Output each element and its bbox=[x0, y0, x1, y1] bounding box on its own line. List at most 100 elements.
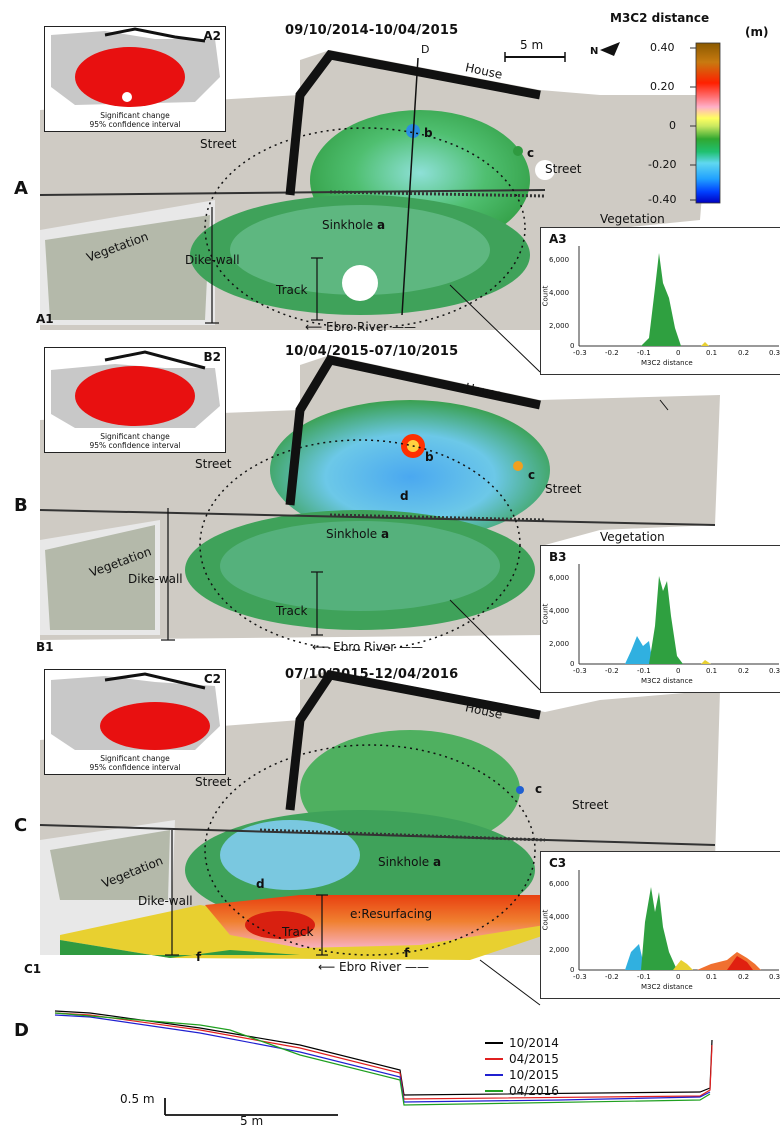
label-sinkhole: Sinkhole a bbox=[322, 218, 386, 232]
hist-ytick: 6,000 bbox=[549, 880, 570, 888]
label-ebro-river: ⟵ Ebro River —— bbox=[305, 320, 416, 334]
hist-xtick: 0.1 bbox=[706, 973, 718, 981]
colorbar-tick: -0.20 bbox=[648, 158, 677, 171]
legend-item: 10/2014 bbox=[485, 1036, 559, 1050]
label-d: d bbox=[256, 877, 265, 891]
label-c: c bbox=[527, 146, 535, 160]
label-f: f bbox=[404, 946, 410, 960]
hist-xlabel: M3C2 distance bbox=[641, 983, 693, 991]
hist-xtick: -0.2 bbox=[605, 667, 619, 675]
label-street: Street bbox=[572, 798, 609, 812]
label-track: Track bbox=[282, 925, 314, 939]
hist-ytick: 6,000 bbox=[549, 256, 570, 264]
profile-scale-vertical: 0.5 m bbox=[120, 1092, 155, 1106]
hist-ytick: 0 bbox=[570, 342, 575, 350]
north-arrow-icon bbox=[600, 42, 620, 56]
label-vegetation: Vegetation bbox=[600, 212, 665, 226]
histogram-c3: C3 6,000 4,000 2,000 0 Count -0.3 -0.2 -… bbox=[540, 851, 780, 999]
hist-ytick: 0 bbox=[570, 966, 575, 974]
panel-sub-c1: C1 bbox=[24, 962, 42, 976]
label-d: d bbox=[400, 489, 409, 503]
hist-ylabel: Count bbox=[541, 909, 550, 931]
label-resurfacing: e:Resurfacing bbox=[350, 907, 433, 921]
label-vegetation: Vegetation bbox=[600, 530, 665, 544]
label-sinkhole: Sinkhole a bbox=[378, 855, 442, 869]
label-b: b bbox=[425, 450, 434, 464]
colorbar-tick: 0 bbox=[669, 119, 676, 132]
label-sinkhole: Sinkhole a bbox=[326, 527, 390, 541]
label-c: c bbox=[528, 468, 536, 482]
hist-ytick: 2,000 bbox=[549, 322, 570, 330]
north-label: N bbox=[590, 46, 599, 57]
inset-caption: Significant change 95% confidence interva… bbox=[89, 754, 181, 772]
inset-a2: A2 Significant change 95% confidence inte… bbox=[44, 26, 226, 132]
hist-ytick: 4,000 bbox=[549, 913, 570, 921]
hist-xtick: -0.1 bbox=[637, 667, 651, 675]
legend-item: 04/2016 bbox=[485, 1084, 559, 1098]
profile-scale-horizontal: 5 m bbox=[240, 1114, 264, 1128]
inset-c2: C2 Significant change 95% confidence inte… bbox=[44, 669, 226, 775]
hist-tag: A3 bbox=[549, 232, 567, 246]
hist-xtick: 0 bbox=[676, 973, 681, 981]
hist-xtick: 0.1 bbox=[706, 349, 718, 357]
profile-d bbox=[54, 1010, 713, 1106]
label-ebro-river: ⟵ Ebro River —— bbox=[318, 960, 429, 974]
label-street: Street bbox=[545, 162, 582, 176]
colorbar-title: M3C2 distance bbox=[610, 11, 710, 25]
label-b: b bbox=[424, 126, 433, 140]
title-a: 09/10/2014-10/04/2015 bbox=[285, 23, 459, 38]
hist-xtick: 0.3 bbox=[769, 973, 780, 981]
panel-letter-a: A bbox=[14, 178, 28, 199]
hist-tag: B3 bbox=[549, 550, 567, 564]
hist-xtick: 0.2 bbox=[738, 973, 750, 981]
legend-item: 10/2015 bbox=[485, 1068, 559, 1082]
hist-ytick: 2,000 bbox=[549, 640, 570, 648]
hist-xtick: -0.3 bbox=[573, 349, 587, 357]
label-dikewall: Dike-wall bbox=[128, 572, 183, 586]
hist-xtick: -0.3 bbox=[573, 667, 587, 675]
title-c: 07/10/2015-12/04/2016 bbox=[285, 667, 459, 682]
inset-b2: B2 Significant change 95% confidence inte… bbox=[44, 347, 226, 453]
inset-caption: Significant change 95% confidence interva… bbox=[89, 111, 181, 129]
inset-tag: C2 bbox=[203, 672, 221, 686]
hist-xlabel: M3C2 distance bbox=[641, 359, 693, 367]
panel-letter-d: D bbox=[14, 1020, 29, 1041]
label-dikewall: Dike-wall bbox=[138, 894, 193, 908]
colorbar-tick: -0.40 bbox=[648, 193, 677, 206]
hist-xtick: -0.2 bbox=[605, 349, 619, 357]
label-dikewall: Dike-wall bbox=[185, 253, 240, 267]
colorbar-tick: 0.40 bbox=[650, 41, 675, 54]
hist-xtick: 0 bbox=[676, 349, 681, 357]
label-street: Street bbox=[195, 457, 232, 471]
panel-sub-a1: A1 bbox=[36, 312, 54, 326]
hist-ylabel: Count bbox=[541, 285, 550, 307]
label-track: Track bbox=[276, 283, 308, 297]
histogram-b3: B3 6,000 4,000 2,000 0 Count -0.3 -0.2 -… bbox=[540, 545, 780, 693]
hist-xtick: 0.1 bbox=[706, 667, 718, 675]
panel-sub-b1: B1 bbox=[36, 640, 54, 654]
hist-xtick: 0.2 bbox=[738, 349, 750, 357]
hist-xtick: -0.3 bbox=[573, 973, 587, 981]
inset-tag: B2 bbox=[203, 350, 222, 364]
hist-xtick: 0.2 bbox=[738, 667, 750, 675]
label-ebro-river: ⟵ Ebro River —— bbox=[312, 640, 423, 654]
hist-xtick: -0.1 bbox=[637, 349, 651, 357]
hist-xtick: -0.1 bbox=[637, 973, 651, 981]
panel-letter-c: C bbox=[14, 815, 28, 836]
label-f: f bbox=[196, 950, 202, 964]
hist-ytick: 4,000 bbox=[549, 289, 570, 297]
hist-ytick: 6,000 bbox=[549, 574, 570, 582]
histogram-a3: A3 6,000 4,000 2,000 0 Count -0.3 -0.2 -… bbox=[540, 227, 780, 375]
label-c: c bbox=[535, 782, 543, 796]
colorbar-ramp bbox=[695, 42, 721, 204]
legend-item: 04/2015 bbox=[485, 1052, 559, 1066]
profile-line-label: D bbox=[421, 43, 430, 56]
title-b: 10/04/2015-07/10/2015 bbox=[285, 344, 459, 359]
hist-xtick: 0 bbox=[676, 667, 681, 675]
inset-tag: A2 bbox=[203, 29, 221, 43]
colorbar-tick: 0.20 bbox=[650, 80, 675, 93]
scale-label: 5 m bbox=[520, 38, 544, 52]
hist-ylabel: Count bbox=[541, 603, 550, 625]
hist-xlabel: M3C2 distance bbox=[641, 677, 693, 685]
hist-ytick: 4,000 bbox=[549, 607, 570, 615]
